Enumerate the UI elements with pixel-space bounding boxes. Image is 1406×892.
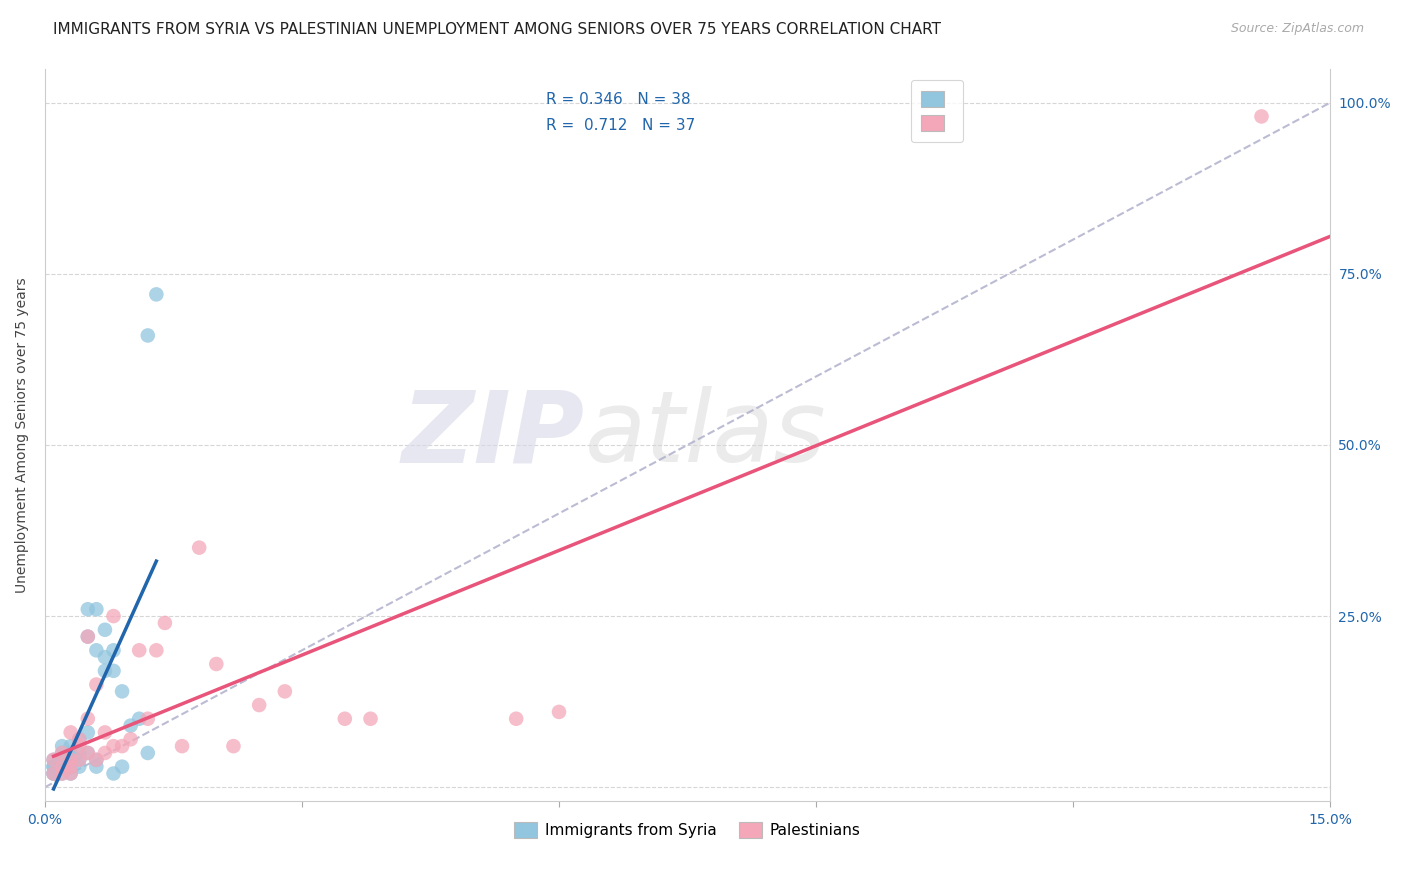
Point xyxy=(76,712,98,726)
Point xyxy=(67,746,90,760)
Point xyxy=(59,766,82,780)
Point xyxy=(76,725,98,739)
Point xyxy=(51,746,73,760)
Y-axis label: Unemployment Among Seniors over 75 years: Unemployment Among Seniors over 75 years xyxy=(15,277,30,592)
Point xyxy=(42,753,65,767)
Text: atlas: atlas xyxy=(585,386,827,483)
Point xyxy=(42,759,65,773)
Point xyxy=(103,609,125,624)
Point xyxy=(76,746,98,760)
Point xyxy=(333,712,356,726)
Point xyxy=(120,718,142,732)
Point xyxy=(42,753,65,767)
Point xyxy=(94,623,117,637)
Point xyxy=(505,712,527,726)
Point xyxy=(170,739,193,753)
Point xyxy=(59,753,82,767)
Point xyxy=(103,766,125,780)
Point xyxy=(103,643,125,657)
Point xyxy=(86,753,108,767)
Point xyxy=(136,328,159,343)
Point xyxy=(548,705,571,719)
Point xyxy=(247,698,270,712)
Point xyxy=(145,643,167,657)
Point xyxy=(42,766,65,780)
Point xyxy=(86,677,108,691)
Text: R = 0.346   N = 38: R = 0.346 N = 38 xyxy=(546,92,690,107)
Point xyxy=(59,739,82,753)
Point xyxy=(59,759,82,773)
Point xyxy=(145,287,167,301)
Point xyxy=(94,650,117,665)
Point xyxy=(67,732,90,747)
Point xyxy=(111,739,134,753)
Point xyxy=(67,759,90,773)
Point xyxy=(94,725,117,739)
Point xyxy=(67,753,90,767)
Point xyxy=(120,732,142,747)
Point xyxy=(51,739,73,753)
Point xyxy=(128,712,150,726)
Point xyxy=(103,664,125,678)
Point xyxy=(128,643,150,657)
Point xyxy=(103,739,125,753)
Point xyxy=(1250,110,1272,124)
Point xyxy=(360,712,382,726)
Point xyxy=(42,759,65,773)
Legend: Immigrants from Syria, Palestinians: Immigrants from Syria, Palestinians xyxy=(508,816,868,845)
Point xyxy=(188,541,211,555)
Point xyxy=(59,746,82,760)
Point xyxy=(51,753,73,767)
Point xyxy=(76,746,98,760)
Text: IMMIGRANTS FROM SYRIA VS PALESTINIAN UNEMPLOYMENT AMONG SENIORS OVER 75 YEARS CO: IMMIGRANTS FROM SYRIA VS PALESTINIAN UNE… xyxy=(53,22,942,37)
Point xyxy=(51,759,73,773)
Point xyxy=(136,746,159,760)
Point xyxy=(42,766,65,780)
Point xyxy=(51,766,73,780)
Point xyxy=(76,630,98,644)
Point xyxy=(51,759,73,773)
Text: R =  0.712   N = 37: R = 0.712 N = 37 xyxy=(546,118,696,133)
Text: ZIP: ZIP xyxy=(402,386,585,483)
Point xyxy=(76,602,98,616)
Point xyxy=(111,684,134,698)
Point xyxy=(67,753,90,767)
Point xyxy=(59,759,82,773)
Point xyxy=(274,684,297,698)
Point xyxy=(86,753,108,767)
Point xyxy=(111,759,134,773)
Point xyxy=(76,630,98,644)
Point xyxy=(153,615,176,630)
Point xyxy=(136,712,159,726)
Point xyxy=(59,753,82,767)
Point xyxy=(86,602,108,616)
Point xyxy=(59,725,82,739)
Point xyxy=(51,766,73,780)
Point xyxy=(86,643,108,657)
Point xyxy=(67,732,90,747)
Point xyxy=(86,759,108,773)
Text: Source: ZipAtlas.com: Source: ZipAtlas.com xyxy=(1230,22,1364,36)
Point xyxy=(94,664,117,678)
Point xyxy=(59,766,82,780)
Point xyxy=(51,746,73,760)
Point xyxy=(222,739,245,753)
Point xyxy=(205,657,228,671)
Point xyxy=(42,766,65,780)
Point xyxy=(67,739,90,753)
Point xyxy=(94,746,117,760)
